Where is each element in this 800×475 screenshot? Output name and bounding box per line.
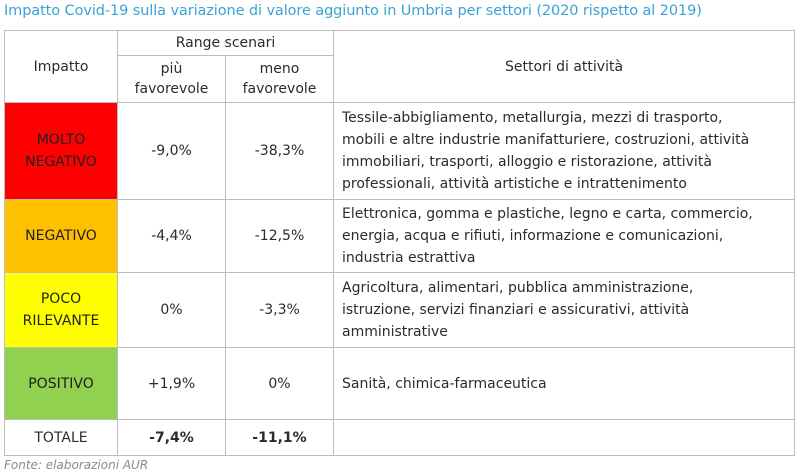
header-impatto: Impatto: [4, 30, 118, 103]
sector-line: Agricoltura, alimentari, pubblica ammini…: [342, 280, 694, 296]
header-meno-line1: meno: [259, 61, 300, 77]
value-piu-favorevole: -9,0%: [117, 102, 226, 200]
impact-table: Impatto Range scenari Settori di attivit…: [4, 30, 795, 456]
value-meno-favorevole: -38,3%: [225, 102, 334, 200]
sector-line: istruzione, servizi finanziari e assicur…: [342, 302, 690, 318]
sectors-cell: Tessile-abbigliamento, metallurgia, mezz…: [333, 102, 795, 200]
total-row: TOTALE -7,4% -11,1%: [4, 419, 795, 456]
sector-line: industria estrattiva: [342, 250, 476, 266]
value-meno-favorevole: -12,5%: [225, 199, 334, 273]
total-meno-favorevole: -11,1%: [225, 419, 334, 456]
sector-line: Elettronica, gomma e plastiche, legno e …: [342, 206, 753, 222]
header-piu-line1: più: [160, 61, 183, 77]
impact-cell-positivo: POSITIVO: [4, 347, 118, 420]
impact-cell-negativo: NEGATIVO: [4, 199, 118, 273]
source-note: Fonte: elaborazioni AUR: [4, 458, 149, 472]
impact-label-line1: POSITIVO: [28, 375, 94, 392]
sector-line: Sanità, chimica-farmaceutica: [342, 375, 547, 392]
sector-line: professionali, attività artistiche e int…: [342, 176, 687, 192]
table-row: MOLTO NEGATIVO -9,0% -38,3% Tessile-abbi…: [4, 102, 795, 200]
header-range-scenari: Range scenari: [117, 30, 334, 56]
impact-label-line1: MOLTO: [36, 132, 86, 148]
sector-line: amministrative: [342, 324, 448, 340]
sector-line: immobiliari, trasporti, alloggio e risto…: [342, 154, 712, 170]
impact-cell-molto-negativo: MOLTO NEGATIVO: [4, 102, 118, 200]
sectors-cell: Sanità, chimica-farmaceutica: [333, 347, 795, 420]
total-piu-favorevole: -7,4%: [117, 419, 226, 456]
sectors-cell: Elettronica, gomma e plastiche, legno e …: [333, 199, 795, 273]
value-meno-favorevole: 0%: [225, 347, 334, 420]
header-settori: Settori di attività: [333, 30, 795, 103]
header-piu-line2: favorevole: [134, 81, 209, 97]
sector-line: mobili e altre industrie manifatturiere,…: [342, 132, 750, 148]
table-row: NEGATIVO -4,4% -12,5% Elettronica, gomma…: [4, 199, 795, 273]
impact-cell-poco-rilevante: POCO RILEVANTE: [4, 272, 118, 348]
sector-line: energia, acqua e rifiuti, informazione e…: [342, 228, 724, 244]
table-row: POCO RILEVANTE 0% -3,3% Agricoltura, ali…: [4, 272, 795, 348]
table-title: Impatto Covid-19 sulla variazione di val…: [4, 3, 702, 19]
value-piu-favorevole: +1,9%: [117, 347, 226, 420]
value-piu-favorevole: -4,4%: [117, 199, 226, 273]
impact-label-line2: RILEVANTE: [22, 313, 100, 329]
impact-label-line2: NEGATIVO: [25, 154, 97, 170]
impact-label-line1: POCO: [40, 291, 82, 307]
header-meno-favorevole: meno favorevole: [225, 55, 334, 103]
sectors-cell: Agricoltura, alimentari, pubblica ammini…: [333, 272, 795, 348]
total-label: TOTALE: [4, 419, 118, 456]
header-piu-favorevole: più favorevole: [117, 55, 226, 103]
impact-label-line1: NEGATIVO: [25, 228, 97, 244]
table-row: POSITIVO +1,9% 0% Sanità, chimica-farmac…: [4, 347, 795, 420]
header-meno-line2: favorevole: [242, 81, 317, 97]
value-piu-favorevole: 0%: [117, 272, 226, 348]
sector-line: Tessile-abbigliamento, metallurgia, mezz…: [342, 110, 723, 126]
value-meno-favorevole: -3,3%: [225, 272, 334, 348]
total-sectors-empty: [333, 419, 795, 456]
